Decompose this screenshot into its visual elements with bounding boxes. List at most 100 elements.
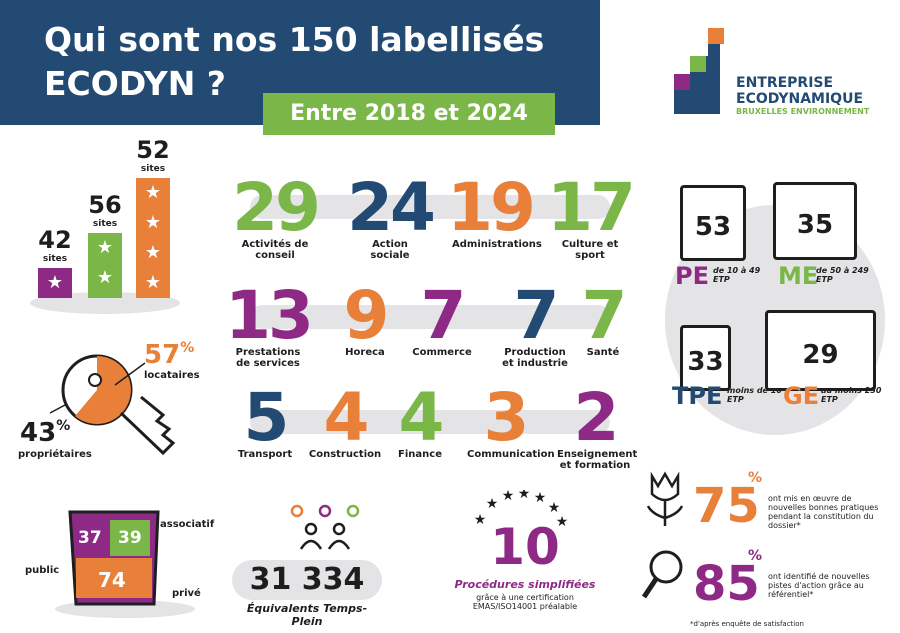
logo-line: ECODYNAMIQUE xyxy=(736,91,864,107)
sector-value: 13 xyxy=(225,277,314,354)
site-count: 52 xyxy=(136,136,170,164)
sat-text: ont mis en œuvre de nouvelles bonnes pra… xyxy=(768,494,879,530)
logo-line: ENTREPRISE xyxy=(736,75,834,91)
sector-value: 24 xyxy=(347,169,436,246)
star: ★ xyxy=(144,182,162,203)
owners-pct: 43% xyxy=(20,418,70,448)
size-code: GE xyxy=(783,382,820,410)
building xyxy=(680,185,746,261)
site-count: 42 xyxy=(38,226,72,254)
sector-label: Prestations de services xyxy=(235,347,301,369)
public-value: 37 xyxy=(78,528,102,548)
procedures-value: 10 xyxy=(490,518,560,576)
size-code: TPE xyxy=(672,382,723,410)
sector-label: Santé xyxy=(586,347,620,358)
title-line: Qui sont nos 150 labellisés xyxy=(44,20,545,59)
sat-unit: % xyxy=(748,470,763,486)
sector-label: Transport xyxy=(237,449,293,460)
owners-label: propriétaires xyxy=(18,449,92,460)
fte-value: 31 334 xyxy=(249,562,365,597)
sector-label: Enseignement et formation xyxy=(557,449,638,471)
tenants-pct: 57% xyxy=(144,340,194,370)
sector-value: 17 xyxy=(547,169,636,246)
building xyxy=(680,325,731,391)
size-value: 33 xyxy=(687,347,724,377)
associatif-label: associatif xyxy=(160,519,215,530)
size-value: 53 xyxy=(694,212,732,242)
sector-label: Administrations xyxy=(452,239,542,250)
sat-value: 75 xyxy=(693,478,760,534)
logo-tagline: BRUXELLES ENVIRONNEMENT xyxy=(736,107,870,116)
sector-value: 19 xyxy=(447,169,536,246)
row-band xyxy=(250,410,610,434)
key-icon xyxy=(49,354,176,456)
site-label: sites xyxy=(92,219,118,229)
logo-icon xyxy=(674,28,724,114)
sat-text: ont identifié de nouvelles pistes d'acti… xyxy=(768,572,870,599)
sector-value: 4 xyxy=(398,379,445,456)
tenants-value: 57 xyxy=(144,340,181,370)
ownership-map xyxy=(68,510,160,606)
unit: % xyxy=(180,340,195,356)
star: ★ xyxy=(144,242,162,263)
band xyxy=(232,560,382,600)
site-bar: ★ ★ ★ ★ xyxy=(136,178,170,298)
site-bar: ★ xyxy=(38,268,72,298)
site-bar: ★ ★ xyxy=(88,233,122,298)
site-label: sites xyxy=(42,254,68,264)
sat-unit: % xyxy=(748,548,763,564)
sector-value: 7 xyxy=(581,277,628,354)
row-band xyxy=(250,305,610,329)
svg-text:★: ★ xyxy=(502,490,515,504)
star: ★ xyxy=(46,272,64,293)
sector-label: Action sociale xyxy=(370,239,410,261)
sector-value: 7 xyxy=(420,277,467,354)
size-range: de 10 à 49 ETP xyxy=(713,266,761,284)
size-value: 35 xyxy=(796,210,834,240)
prive-label: privé xyxy=(172,588,201,599)
sector-label: Construction xyxy=(308,449,382,460)
star: ★ xyxy=(144,212,162,233)
sector-value: 3 xyxy=(483,379,530,456)
magnifier-icon xyxy=(641,550,683,599)
site-count: 56 xyxy=(88,191,122,219)
tulip-icon xyxy=(646,471,684,526)
sector-label: Commerce xyxy=(412,347,472,358)
size-code: ME xyxy=(778,262,819,290)
sector-value: 9 xyxy=(343,277,390,354)
eu-stars: ★★ ★ ★ ★★★ xyxy=(474,490,569,530)
sector-label: Activités de conseil xyxy=(241,239,309,261)
svg-text:★: ★ xyxy=(534,490,547,506)
title-line: ECODYN ? xyxy=(44,64,226,103)
sat-value: 85 xyxy=(693,556,760,612)
owners-value: 43 xyxy=(20,418,57,448)
svg-text:★: ★ xyxy=(556,514,569,530)
title: Qui sont nos 150 labellisés ECODYN ? xyxy=(44,18,544,106)
building xyxy=(765,310,876,391)
building xyxy=(773,182,857,260)
star: ★ xyxy=(96,267,114,288)
star: ★ xyxy=(144,272,162,293)
unit: % xyxy=(56,418,71,434)
svg-text:★: ★ xyxy=(486,496,499,512)
site-label: sites xyxy=(140,164,166,174)
subtitle: Entre 2018 et 2024 xyxy=(263,93,555,135)
sector-label: Culture et sport xyxy=(561,239,619,261)
fte-label: Équivalents Temps-Plein xyxy=(246,602,368,628)
logo-text: ENTREPRISE ECODYNAMIQUE BRUXELLES ENVIRO… xyxy=(736,75,869,117)
row-band xyxy=(250,195,610,219)
people-icon xyxy=(290,504,360,550)
size-value: 29 xyxy=(802,339,839,370)
sector-label: Production et industrie xyxy=(502,347,568,369)
sector-value: 29 xyxy=(232,169,321,246)
sector-value: 5 xyxy=(243,379,290,456)
procedures-title: Procédures simplifiées xyxy=(454,578,596,591)
size-range: au moins 250 ETP xyxy=(821,386,882,404)
size-range: moins de 10 ETP xyxy=(727,386,782,404)
size-code: PE xyxy=(675,262,709,290)
svg-text:★: ★ xyxy=(518,490,531,502)
star: ★ xyxy=(96,237,114,258)
sector-label: Finance xyxy=(398,449,442,460)
procedures-note: grâce à une certification EMAS/ISO14001 … xyxy=(472,593,578,611)
